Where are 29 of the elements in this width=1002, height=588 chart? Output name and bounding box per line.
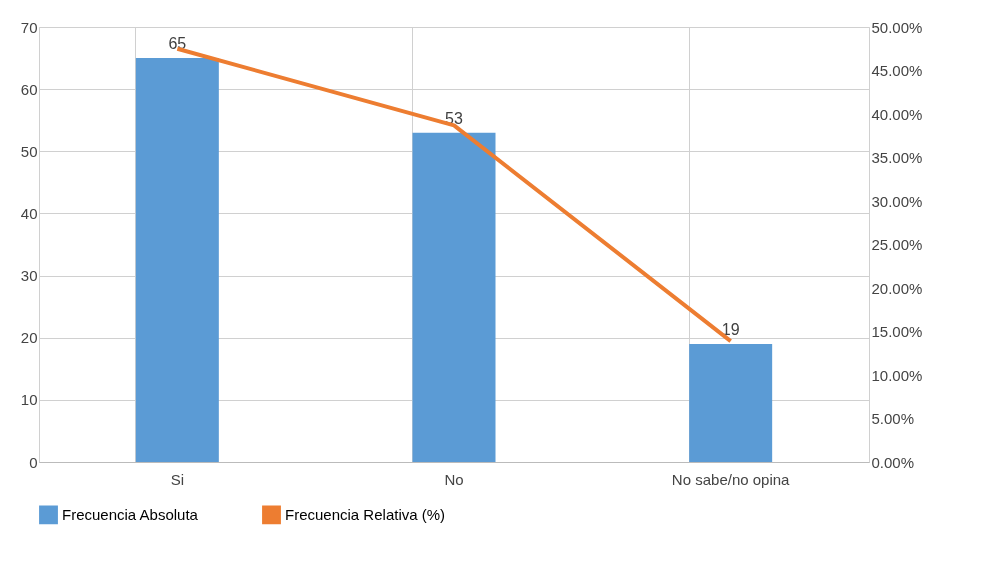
y-tick-label: 40 (20, 204, 38, 222)
y-tick-label: 20 (20, 329, 38, 347)
y-tick-label: 60 (20, 80, 38, 98)
x-tick-label: No sabe/no opina (671, 470, 791, 488)
y2-tick-label: 30.00% (871, 192, 923, 210)
y2-tick-label: 15.00% (871, 323, 923, 340)
y2-tick-label: 5.00% (871, 410, 915, 427)
y2-tick-label: 40.00% (871, 105, 923, 123)
y-tick-label: 50 (20, 142, 38, 160)
legend-label: Frecuencia Relativa (%) (285, 505, 446, 523)
y2-tick-label: 10.00% (871, 366, 923, 384)
bar (412, 132, 496, 462)
data-label: 65 (168, 35, 187, 53)
y-tick-label: 10 (20, 391, 38, 409)
bar (135, 58, 219, 462)
y2-tick-label: 35.00% (871, 149, 923, 166)
data-label: 19 (721, 320, 740, 338)
y-tick-label: 0 (29, 453, 38, 471)
y-tick-label: 30 (20, 267, 38, 285)
y2-tick-label: 20.00% (871, 279, 923, 297)
y2-tick-label: 0.00% (871, 453, 915, 471)
y2-tick-label: 45.00% (871, 62, 923, 79)
x-tick-label: No (444, 470, 464, 488)
x-tick-label: Si (170, 470, 185, 488)
bar (689, 343, 773, 462)
y-tick-label: 70 (20, 18, 38, 36)
legend-label: Frecuencia Absoluta (62, 505, 199, 523)
y2-tick-label: 25.00% (871, 236, 923, 253)
y2-tick-label: 50.00% (871, 18, 923, 36)
